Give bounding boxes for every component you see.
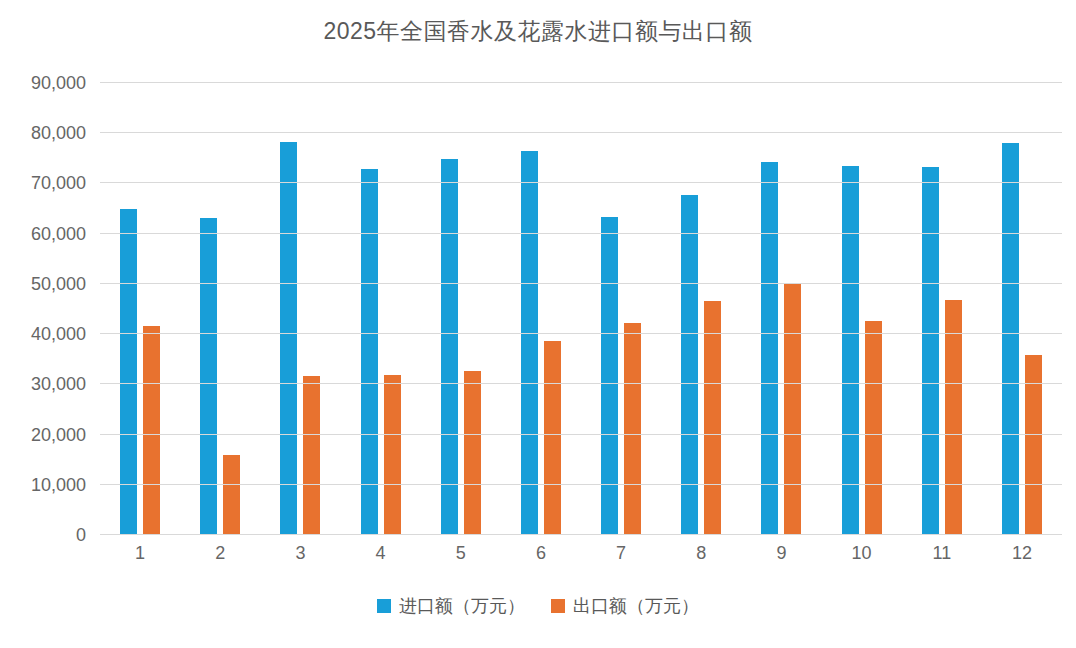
bar-export-month-8 xyxy=(704,301,721,535)
bar-export-month-1 xyxy=(143,326,160,535)
y-tick-label-70000: 70,000 xyxy=(0,174,86,192)
bar-groups xyxy=(100,83,1062,535)
bar-import-month-3 xyxy=(280,142,297,535)
y-tick-label-30000: 30,000 xyxy=(0,375,86,393)
gridline-50000 xyxy=(100,283,1062,284)
x-tick-label-7: 7 xyxy=(581,543,661,564)
bar-import-month-7 xyxy=(601,217,618,535)
x-tick-label-5: 5 xyxy=(421,543,501,564)
bar-group-month-6 xyxy=(501,83,581,535)
bar-group-month-4 xyxy=(341,83,421,535)
gridline-60000 xyxy=(100,233,1062,234)
bar-export-month-2 xyxy=(223,455,240,535)
gridline-0 xyxy=(100,534,1062,535)
x-tick-label-3: 3 xyxy=(260,543,340,564)
chart-title: 2025年全国香水及花露水进口额与出口额 xyxy=(0,0,1076,47)
legend-item-import: 进口额（万元） xyxy=(377,594,525,618)
bar-export-month-10 xyxy=(865,321,882,535)
bar-export-month-7 xyxy=(624,323,641,535)
x-tick-label-12: 12 xyxy=(982,543,1062,564)
gridline-30000 xyxy=(100,383,1062,384)
legend-label-import: 进口额（万元） xyxy=(399,594,525,618)
bar-export-month-12 xyxy=(1025,355,1042,535)
bar-group-month-11 xyxy=(902,83,982,535)
bar-group-month-1 xyxy=(100,83,180,535)
gridline-80000 xyxy=(100,132,1062,133)
bar-export-month-5 xyxy=(464,371,481,535)
bar-group-month-3 xyxy=(260,83,340,535)
bar-export-month-6 xyxy=(544,341,561,535)
chart-page: 2025年全国香水及花露水进口额与出口额 010,00020,00030,000… xyxy=(0,0,1076,648)
y-tick-label-60000: 60,000 xyxy=(0,225,86,243)
bar-import-month-2 xyxy=(200,218,217,535)
legend-swatch-import xyxy=(377,599,391,613)
x-tick-label-4: 4 xyxy=(341,543,421,564)
x-axis-labels: 123456789101112 xyxy=(100,543,1062,564)
bar-import-month-5 xyxy=(441,159,458,535)
x-tick-label-1: 1 xyxy=(100,543,180,564)
y-tick-label-10000: 10,000 xyxy=(0,476,86,494)
x-tick-label-9: 9 xyxy=(741,543,821,564)
y-tick-label-0: 0 xyxy=(0,526,86,544)
y-tick-label-50000: 50,000 xyxy=(0,275,86,293)
bar-import-month-6 xyxy=(521,151,538,535)
bar-export-month-3 xyxy=(303,376,320,535)
bar-group-month-7 xyxy=(581,83,661,535)
legend-swatch-export xyxy=(551,599,565,613)
gridline-40000 xyxy=(100,333,1062,334)
gridline-90000 xyxy=(100,82,1062,83)
y-tick-label-40000: 40,000 xyxy=(0,325,86,343)
bar-group-month-8 xyxy=(661,83,741,535)
bar-export-month-11 xyxy=(945,300,962,535)
bar-group-month-2 xyxy=(180,83,260,535)
y-tick-label-90000: 90,000 xyxy=(0,74,86,92)
bar-export-month-9 xyxy=(784,283,801,535)
gridline-10000 xyxy=(100,484,1062,485)
y-tick-label-80000: 80,000 xyxy=(0,124,86,142)
x-tick-label-10: 10 xyxy=(822,543,902,564)
bar-import-month-10 xyxy=(842,166,859,535)
gridline-20000 xyxy=(100,434,1062,435)
bar-group-month-5 xyxy=(421,83,501,535)
y-tick-label-20000: 20,000 xyxy=(0,426,86,444)
bar-import-month-12 xyxy=(1002,143,1019,535)
legend-item-export: 出口额（万元） xyxy=(551,594,699,618)
x-tick-label-11: 11 xyxy=(902,543,982,564)
bar-group-month-10 xyxy=(822,83,902,535)
gridline-70000 xyxy=(100,182,1062,183)
bar-group-month-9 xyxy=(741,83,821,535)
legend: 进口额（万元） 出口额（万元） xyxy=(0,594,1076,618)
legend-label-export: 出口额（万元） xyxy=(573,594,699,618)
x-tick-label-2: 2 xyxy=(180,543,260,564)
plot-area: 010,00020,00030,00040,00050,00060,00070,… xyxy=(100,83,1062,535)
bar-import-month-4 xyxy=(361,169,378,535)
bar-group-month-12 xyxy=(982,83,1062,535)
bar-export-month-4 xyxy=(384,375,401,535)
x-tick-label-6: 6 xyxy=(501,543,581,564)
bar-import-month-11 xyxy=(922,167,939,535)
bar-import-month-9 xyxy=(761,162,778,535)
x-tick-label-8: 8 xyxy=(661,543,741,564)
bar-import-month-1 xyxy=(120,209,137,535)
